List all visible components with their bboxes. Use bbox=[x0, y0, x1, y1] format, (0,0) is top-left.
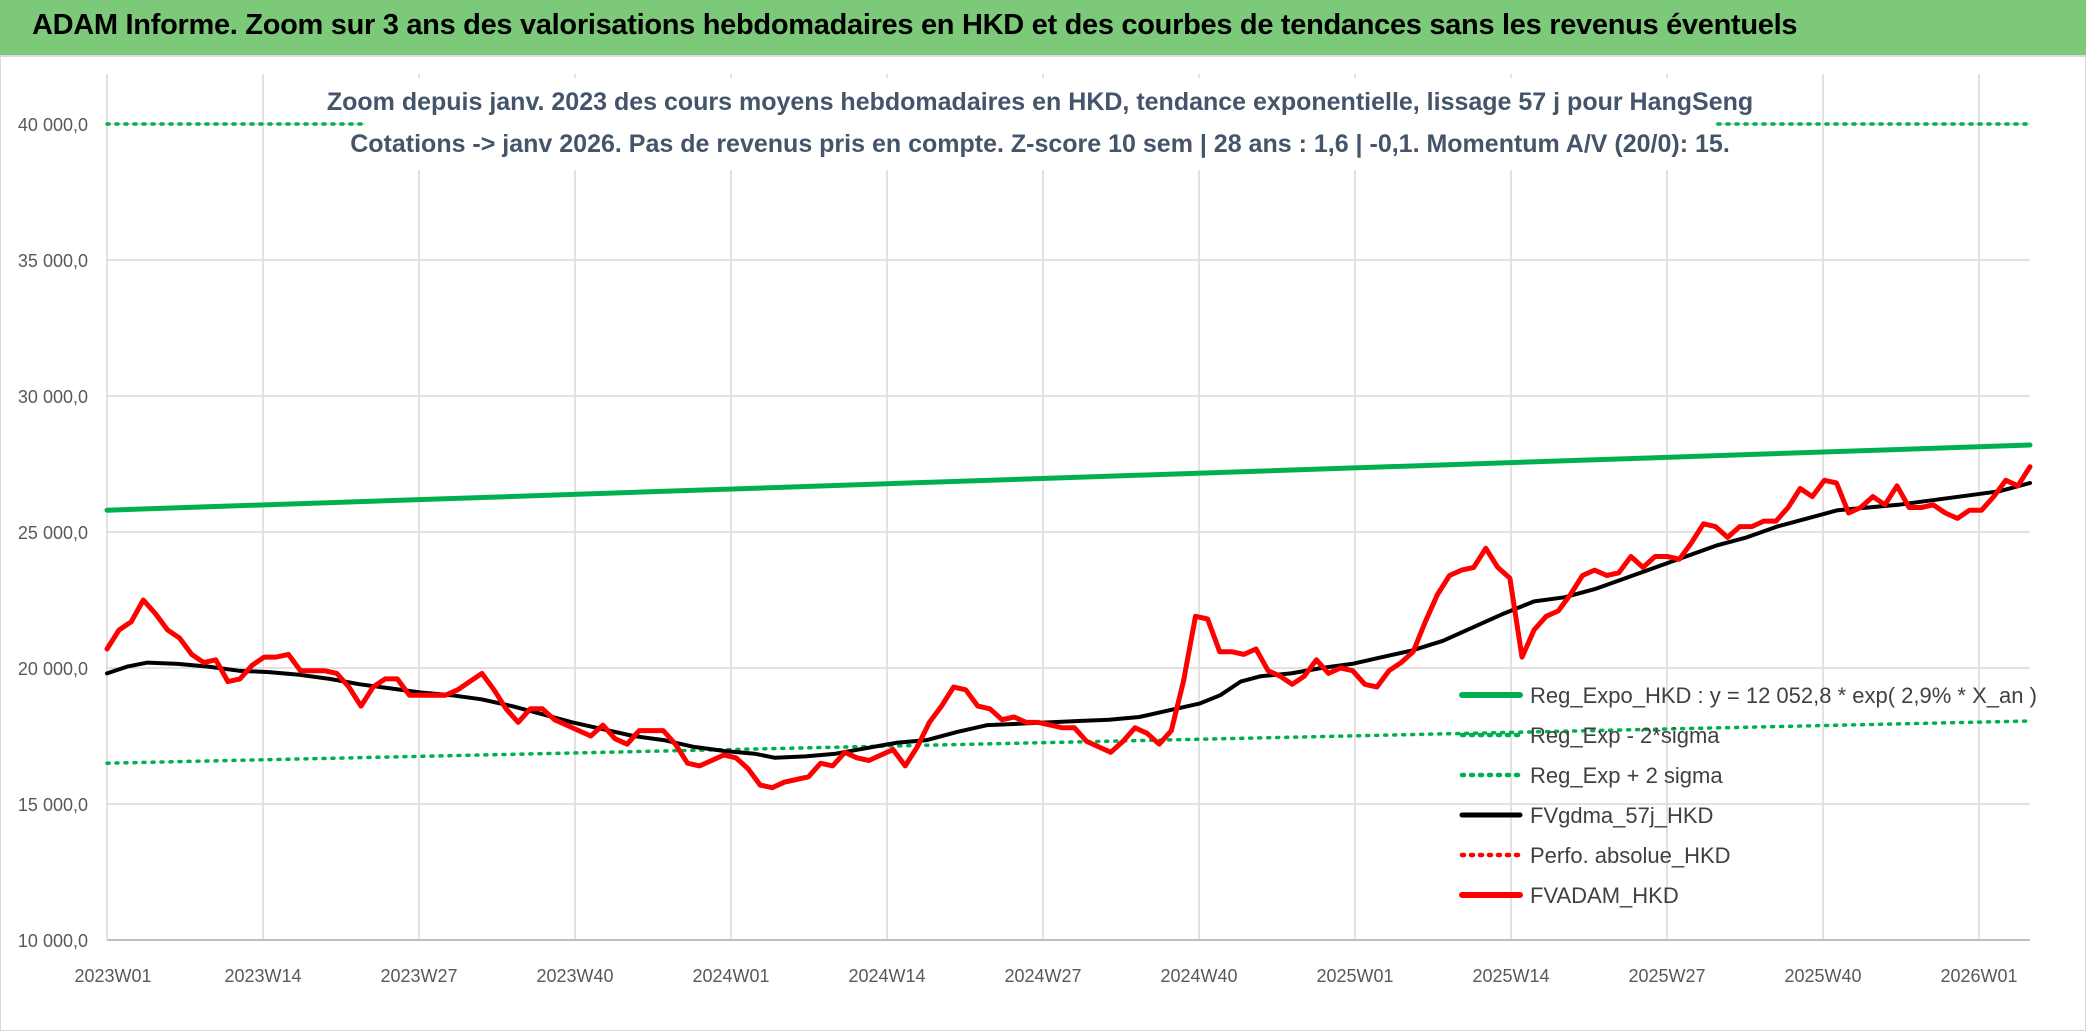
x-tick-label: 2023W40 bbox=[536, 966, 613, 986]
x-tick-label: 2025W01 bbox=[1316, 966, 1393, 986]
x-tick-label: 2025W27 bbox=[1628, 966, 1705, 986]
series-line bbox=[104, 442, 2033, 513]
y-tick-label: 30 000,0 bbox=[18, 387, 88, 407]
y-tick-label: 10 000,0 bbox=[18, 931, 88, 951]
chart-title: Zoom depuis janv. 2023 des cours moyens … bbox=[327, 88, 1753, 116]
legend-label: Reg_Exp + 2 sigma bbox=[1530, 763, 1723, 788]
legend-label: FVgdma_57j_HKD bbox=[1530, 803, 1713, 828]
title-background bbox=[365, 78, 1715, 170]
series-line bbox=[104, 464, 2033, 791]
x-tick-label: 2025W14 bbox=[1472, 966, 1549, 986]
chart-subtitle: Cotations -> janv 2026. Pas de revenus p… bbox=[350, 130, 1730, 158]
page-title: ADAM Informe. Zoom sur 3 ans des valoris… bbox=[32, 9, 1798, 41]
x-tick-label: 2023W14 bbox=[224, 966, 301, 986]
axes: 10 000,0 15 000,0 20 000,0 25 000,0 30 000,0… bbox=[18, 115, 2030, 986]
x-tick-label: 2024W14 bbox=[848, 966, 925, 986]
y-tick-label: 15 000,0 bbox=[18, 795, 88, 815]
header-bar: ADAM Informe. Zoom sur 3 ans des valoris… bbox=[0, 0, 2086, 56]
legend-label: Reg_Exp - 2*sigma bbox=[1530, 723, 1720, 748]
x-tick-label: 2023W27 bbox=[380, 966, 457, 986]
legend-label: FVADAM_HKD bbox=[1530, 883, 1679, 908]
legend-label: Reg_Expo_HKD : y = 12 052,8 * exp( 2,9% … bbox=[1530, 683, 2037, 708]
x-tick-label: 2023W01 bbox=[74, 966, 151, 986]
y-tick-label: 20 000,0 bbox=[18, 659, 88, 679]
y-tick-label: 25 000,0 bbox=[18, 523, 88, 543]
y-tick-label: 35 000,0 bbox=[18, 251, 88, 271]
series-line bbox=[105, 481, 2032, 760]
x-tick-label: 2024W40 bbox=[1160, 966, 1237, 986]
series-line bbox=[105, 719, 2032, 765]
legend: Reg_Expo_HKD : y = 12 052,8 * exp( 2,9% … bbox=[1459, 683, 2037, 908]
legend-label: Perfo. absolue_HKD bbox=[1530, 843, 1731, 868]
x-tick-label: 2024W27 bbox=[1004, 966, 1081, 986]
y-tick-label: 40 000,0 bbox=[18, 115, 88, 135]
x-tick-label: 2025W40 bbox=[1784, 966, 1861, 986]
x-tick-label: 2024W01 bbox=[692, 966, 769, 986]
x-tick-label: 2026W01 bbox=[1940, 966, 2017, 986]
